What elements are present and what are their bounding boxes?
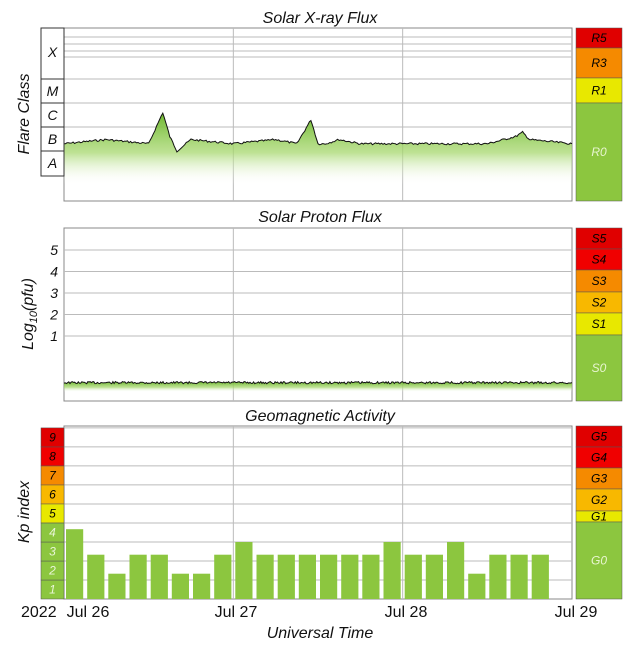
proton-tick-label: 2 bbox=[49, 307, 58, 323]
kp-level-box bbox=[40, 427, 65, 448]
flare-class-b: B bbox=[48, 131, 57, 147]
geo-scale-label: G1 bbox=[591, 510, 607, 524]
kp-level-label: 3 bbox=[49, 545, 56, 559]
kp-bar bbox=[510, 554, 528, 599]
kp-bar bbox=[256, 554, 274, 599]
kp-bar bbox=[150, 554, 168, 599]
geo-scale-label: G3 bbox=[591, 472, 607, 486]
kp-bar bbox=[235, 542, 253, 599]
kp-plot bbox=[63, 425, 573, 600]
kp-bar bbox=[320, 554, 338, 599]
proton-tick-label: 5 bbox=[50, 242, 58, 258]
proton-title: Solar Proton Flux bbox=[258, 209, 383, 226]
storm-scale-box bbox=[575, 334, 623, 402]
kp-ylabel: Kp index bbox=[16, 480, 33, 543]
x-axis-label: Universal Time bbox=[267, 625, 374, 642]
kp-bar bbox=[404, 554, 422, 599]
kp-level-label: 6 bbox=[49, 487, 56, 501]
flare-class-column: X M C B A bbox=[40, 27, 65, 177]
radio-blackout-scale: R5 R3 R1 R0 bbox=[575, 27, 623, 202]
geo-scale-label: G4 bbox=[591, 451, 607, 465]
proton-grid bbox=[64, 228, 572, 401]
kp-bar bbox=[489, 554, 507, 599]
xray-flux-area bbox=[64, 113, 572, 185]
proton-plot bbox=[63, 227, 573, 402]
kp-level-label: 1 bbox=[49, 583, 56, 597]
radio-scale-label: R5 bbox=[591, 31, 607, 45]
kp-bar bbox=[531, 554, 549, 599]
kp-bar bbox=[362, 554, 380, 599]
proton-y-ticks: 1 2 3 4 5 bbox=[49, 242, 58, 344]
radio-scale-box bbox=[575, 77, 623, 104]
kp-level-column: 1 2 3 4 5 6 7 8 9 bbox=[40, 427, 65, 600]
xray-plot bbox=[63, 27, 573, 202]
flare-class-m: M bbox=[47, 83, 59, 99]
xray-ylabel: Flare Class bbox=[16, 74, 33, 155]
storm-scale-label: S3 bbox=[592, 274, 607, 288]
kp-level-label: 5 bbox=[49, 507, 56, 521]
storm-scale-label: S4 bbox=[592, 253, 607, 267]
proton-tick-label: 4 bbox=[50, 264, 58, 280]
flare-class-x: X bbox=[47, 44, 58, 60]
kp-bar bbox=[298, 554, 316, 599]
kp-level-label: 4 bbox=[49, 526, 56, 540]
proton-flux-line bbox=[63, 380, 573, 385]
kp-bar bbox=[214, 554, 232, 599]
kp-bar bbox=[193, 573, 211, 599]
storm-scale-label: S5 bbox=[592, 232, 607, 246]
radiation-storm-scale: S5 S4 S3 S2 S1 S0 bbox=[575, 227, 623, 402]
kp-bar bbox=[87, 554, 105, 599]
xray-flux-line bbox=[63, 112, 573, 153]
x-tick-jul-28: Jul 28 bbox=[385, 604, 428, 621]
kp-bars bbox=[66, 529, 549, 599]
kp-level-label: 8 bbox=[49, 449, 56, 463]
kp-bar bbox=[383, 542, 401, 599]
proton-tick-label: 1 bbox=[50, 328, 58, 344]
storm-scale-label: S2 bbox=[592, 296, 607, 310]
kp-grid bbox=[64, 426, 572, 599]
kp-bar bbox=[66, 529, 84, 599]
kp-bar bbox=[425, 554, 443, 599]
proton-tick-label: 3 bbox=[50, 285, 58, 301]
radio-scale-label: R3 bbox=[591, 56, 607, 70]
kp-bar bbox=[108, 573, 126, 599]
storm-scale-label: S1 bbox=[592, 317, 607, 331]
flare-class-a: A bbox=[47, 155, 57, 171]
kp-title: Geomagnetic Activity bbox=[245, 408, 396, 425]
xray-title: Solar X-ray Flux bbox=[263, 10, 379, 27]
radio-scale-label: R0 bbox=[591, 145, 607, 159]
geo-scale-label: G2 bbox=[591, 493, 607, 507]
x-tick-jul-26: Jul 26 bbox=[67, 604, 110, 621]
kp-level-label: 7 bbox=[49, 468, 57, 482]
geo-scale-box bbox=[575, 521, 623, 600]
kp-bar bbox=[171, 573, 189, 599]
flare-class-c: C bbox=[47, 107, 58, 123]
x-tick-jul-27: Jul 27 bbox=[215, 604, 258, 621]
kp-bar bbox=[277, 554, 295, 599]
kp-bar bbox=[129, 554, 147, 599]
kp-bar bbox=[468, 573, 486, 599]
proton-ylabel: Log10(pfu) bbox=[20, 278, 40, 350]
kp-plot-area bbox=[63, 425, 573, 600]
kp-bar bbox=[447, 542, 465, 599]
kp-bar bbox=[341, 554, 359, 599]
radio-scale-box bbox=[575, 47, 623, 79]
geo-scale-label: G5 bbox=[591, 430, 607, 444]
geomagnetic-storm-scale: G5 G4 G3 G2 G1 G0 bbox=[575, 425, 623, 600]
x-tick-year: 2022 bbox=[21, 604, 57, 621]
kp-level-label: 9 bbox=[49, 430, 56, 444]
geo-scale-label: G0 bbox=[591, 554, 607, 568]
proton-flux-area bbox=[64, 381, 572, 392]
radio-scale-box bbox=[575, 102, 623, 202]
kp-level-label: 2 bbox=[48, 564, 56, 578]
storm-scale-label: S0 bbox=[592, 361, 607, 375]
radio-scale-label: R1 bbox=[591, 84, 606, 98]
x-tick-jul-29: Jul 29 bbox=[555, 604, 598, 621]
